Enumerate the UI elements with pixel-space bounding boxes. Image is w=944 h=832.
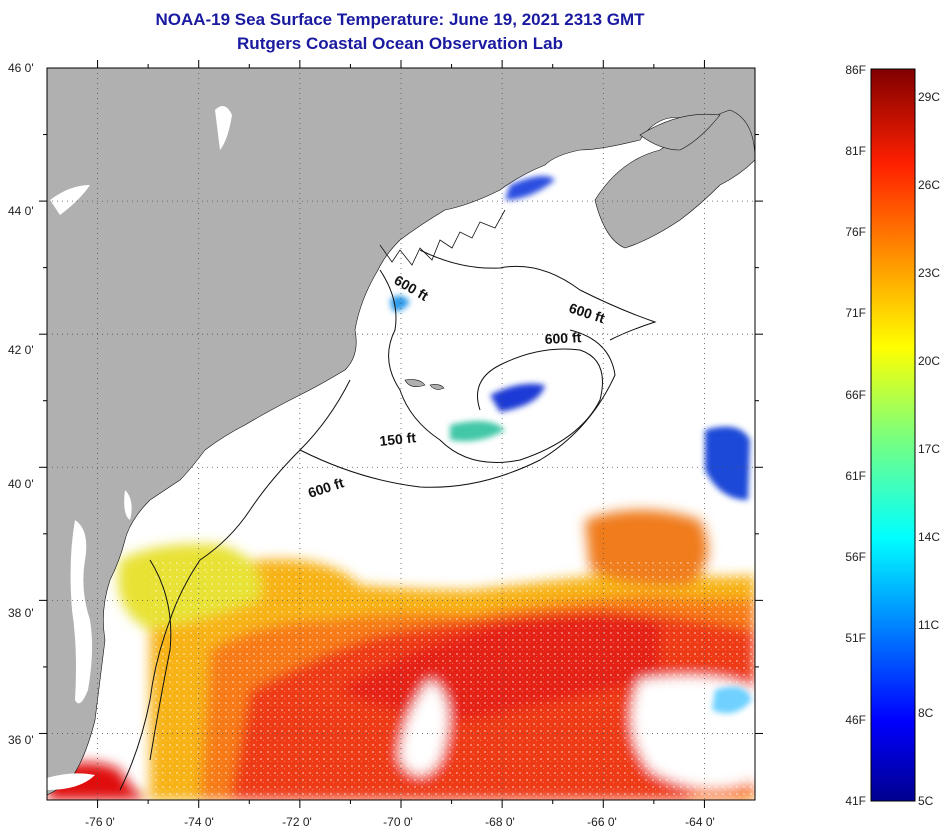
lat-label: 44 0' bbox=[8, 204, 34, 218]
lat-label: 38 0' bbox=[8, 606, 34, 620]
lon-label: -76 0' bbox=[85, 815, 115, 829]
lon-label: -72 0' bbox=[282, 815, 312, 829]
lon-label: -70 0' bbox=[383, 815, 413, 829]
c-label: 17C bbox=[918, 442, 940, 456]
inland-water bbox=[47, 106, 232, 790]
colorbar-gradient bbox=[870, 68, 916, 802]
map-title: NOAA-19 Sea Surface Temperature: June 19… bbox=[155, 10, 645, 29]
lon-label: -66 0' bbox=[587, 815, 617, 829]
lon-label: -68 0' bbox=[485, 815, 515, 829]
f-label: 61F bbox=[845, 469, 866, 483]
f-label: 71F bbox=[845, 306, 866, 320]
f-label: 86F bbox=[845, 63, 866, 77]
c-label: 29C bbox=[918, 90, 940, 104]
celsius-labels: 29C 26C 23C 20C 17C 14C 11C 8C 5C bbox=[918, 90, 940, 808]
lat-label: 36 0' bbox=[8, 733, 34, 747]
c-label: 23C bbox=[918, 266, 940, 280]
c-label: 14C bbox=[918, 530, 940, 544]
f-label: 51F bbox=[845, 631, 866, 645]
longitude-labels: -76 0' -74 0' -72 0' -70 0' -68 0' -66 0… bbox=[85, 815, 715, 829]
f-label: 56F bbox=[845, 550, 866, 564]
isobath-contours bbox=[119, 249, 657, 791]
land-mass bbox=[47, 68, 755, 796]
isobath-label: 150 ft bbox=[379, 429, 417, 449]
sst-cool-patches bbox=[390, 176, 752, 714]
f-label: 81F bbox=[845, 144, 866, 158]
map-subtitle: Rutgers Coastal Ocean Observation Lab bbox=[237, 34, 563, 53]
lat-label: 46 0' bbox=[8, 61, 34, 75]
latitude-labels: 46 0' 44 0' 42 0' 40 0' 38 0' 36 0' bbox=[8, 61, 34, 747]
f-label: 76F bbox=[845, 225, 866, 239]
f-label: 41F bbox=[845, 794, 866, 808]
c-label: 20C bbox=[918, 354, 940, 368]
c-label: 11C bbox=[918, 618, 939, 632]
lon-label: -74 0' bbox=[184, 815, 214, 829]
c-label: 8C bbox=[918, 706, 934, 720]
fahrenheit-labels: 86F 81F 76F 71F 66F 61F 56F 51F 46F 41F bbox=[845, 63, 866, 808]
f-label: 46F bbox=[845, 713, 866, 727]
c-label: 26C bbox=[918, 178, 940, 192]
c-label: 5C bbox=[918, 794, 934, 808]
lon-label: -64 0' bbox=[685, 815, 715, 829]
lat-label: 40 0' bbox=[8, 477, 34, 491]
graticule bbox=[47, 68, 755, 800]
f-label: 66F bbox=[845, 388, 866, 402]
axis-ticks bbox=[39, 60, 763, 808]
lat-label: 42 0' bbox=[8, 343, 34, 357]
isobath-label: 600 ft bbox=[544, 329, 582, 347]
